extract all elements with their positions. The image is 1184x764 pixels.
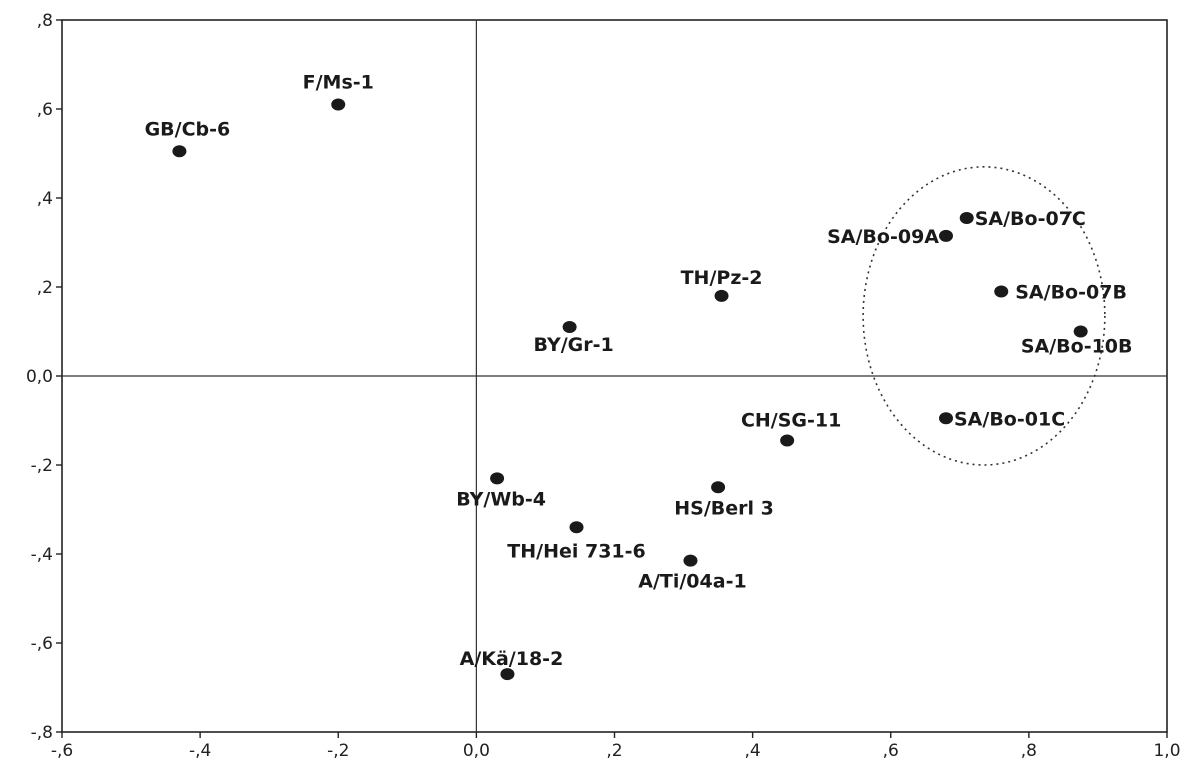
y-tick-label: -,8 [31,723,53,743]
highlight-ellipse [862,166,1106,466]
point-marker [939,229,953,242]
y-tick-label: -,6 [31,634,53,654]
point-marker [714,289,729,302]
point-label: SA/Bo-07B [1015,281,1127,303]
point-marker [500,668,515,681]
point-label: BY/Gr-1 [534,334,614,356]
point-label: A/Kä/18-2 [460,648,564,670]
point-marker [1073,325,1088,338]
point-label: GB/Cb-6 [145,118,231,140]
x-tick-label: ,6 [883,741,899,761]
x-tick-label: 1,0 [1153,741,1180,761]
point-label: BY/Wb-4 [456,488,546,510]
point-label: HS/Berl 3 [674,497,774,519]
y-tick-label: 0,0 [26,367,53,387]
y-tick-label: -,4 [31,545,53,565]
point-marker [959,212,974,225]
y-tick-label: -,2 [31,456,53,476]
point-label: SA/Bo-01C [954,408,1065,430]
point-label: TH/Pz-2 [681,267,763,289]
point-label: CH/SG-11 [741,410,841,432]
x-tick-label: -,2 [327,741,349,761]
point-label: A/Ti/04a-1 [638,571,746,593]
point-marker [939,412,953,425]
x-tick-label: 0,0 [463,741,490,761]
point-marker [711,481,726,494]
data-points: F/Ms-1 GB/Cb-6 BY/Gr-1 TH/Pz-2 SA/Bo-07C SA/B… [145,72,1133,681]
x-axis-ticks: -,6 -,4 -,2 0,0 ,2 ,4 ,6 ,8 1,0 [51,732,1181,761]
point-label: F/Ms-1 [303,72,374,94]
point-marker [569,521,584,534]
point-marker [331,98,346,111]
point-marker [490,472,505,485]
point-marker [562,321,577,334]
x-tick-label: -,4 [189,741,211,761]
y-tick-label: ,6 [37,100,53,120]
point-label: TH/Hei 731-6 [507,540,645,562]
y-axis-ticks: -,8 -,6 -,4 -,2 0,0 ,2 ,4 ,6 ,8 [26,11,62,743]
point-marker [172,145,187,158]
x-tick-label: ,8 [1021,741,1037,761]
y-tick-label: ,8 [37,11,53,31]
x-tick-label: ,4 [745,741,761,761]
point-marker [994,285,1009,298]
point-label: SA/Bo-10B [1021,336,1133,358]
point-marker [780,434,795,447]
y-tick-label: ,4 [37,189,53,209]
x-tick-label: -,6 [51,741,73,761]
point-label: SA/Bo-09A [827,226,939,248]
x-tick-label: ,2 [606,741,622,761]
point-label: SA/Bo-07C [975,208,1086,230]
y-tick-label: ,2 [37,278,53,298]
point-marker [683,554,698,567]
